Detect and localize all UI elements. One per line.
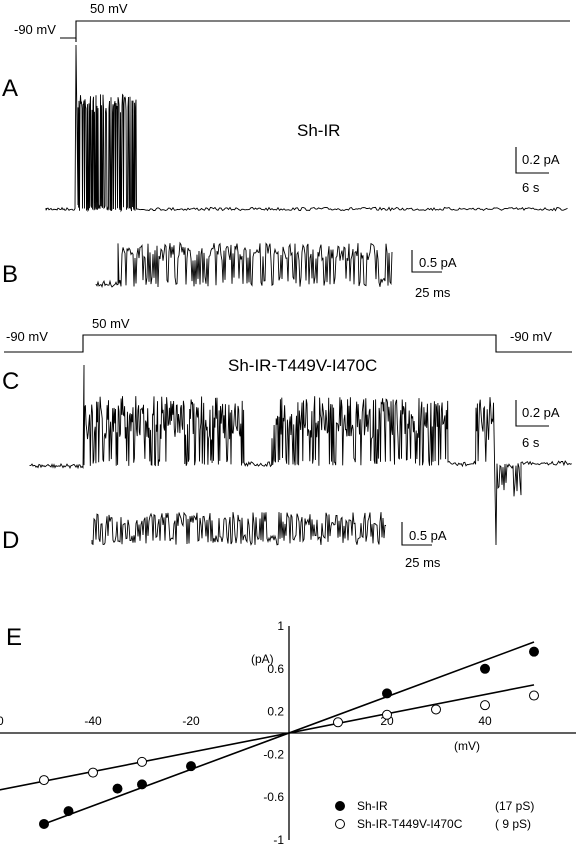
- iv-point-open: [88, 767, 98, 778]
- iv-point-open: [137, 756, 147, 767]
- panel-a-label: A: [2, 75, 18, 102]
- iv-point-filled: [529, 646, 539, 657]
- panel-c-test-voltage: 50 mV: [92, 316, 130, 331]
- legend-conductance-sh-ir-mutant: ( 9 pS): [495, 817, 531, 831]
- legend-label-sh-ir: Sh-IR: [357, 799, 388, 813]
- iv-chart: -60-40-2020406010.60.2-0.2-0.6-1: [0, 619, 576, 847]
- panel-d: D 0.5 pA 25 ms: [2, 511, 447, 570]
- panel-b-scale-bar: 0.5 pA 25 ms: [411, 250, 457, 300]
- panel-c-label: C: [2, 368, 19, 395]
- iv-y-tick-label: 0.2: [267, 705, 284, 719]
- iv-y-tick-label: 0.6: [267, 662, 284, 676]
- panel-b-scale-time: 25 ms: [415, 285, 451, 300]
- panel-a-scale-current: 0.2 pA: [522, 152, 560, 167]
- panel-a-voltage-protocol: [60, 20, 570, 39]
- iv-point-open: [39, 775, 49, 786]
- iv-point-filled: [382, 688, 392, 699]
- panel-e-label: E: [6, 624, 22, 651]
- iv-point-open: [529, 690, 539, 701]
- panel-b-current-trace: [95, 241, 393, 289]
- iv-y-axis-label: (pA): [251, 652, 274, 666]
- iv-point-open: [382, 709, 392, 720]
- panel-c-return-voltage: -90 mV: [510, 329, 552, 344]
- iv-point-filled: [112, 783, 123, 794]
- panel-a: A -90 mV 50 mV Sh-IR 0.2 pA 6 s: [2, 1, 570, 213]
- iv-point-open: [333, 717, 343, 728]
- legend-label-sh-ir-mutant: Sh-IR-T449V-I470C: [357, 817, 463, 831]
- panel-c-voltage-protocol: [4, 334, 572, 353]
- iv-point-filled: [39, 818, 49, 829]
- panel-a-channel-name: Sh-IR: [297, 121, 340, 140]
- panel-a-scale-time: 6 s: [522, 180, 540, 195]
- iv-legend: Sh-IR (17 pS) Sh-IR-T449V-I470C ( 9 pS): [335, 799, 534, 831]
- panel-c-channel-name: Sh-IR-T449V-I470C: [228, 356, 377, 375]
- iv-fit-line-1: [0, 684, 535, 791]
- iv-point-open: [431, 704, 441, 715]
- iv-y-tick-label: -0.2: [263, 747, 284, 761]
- panel-d-label: D: [2, 527, 19, 554]
- iv-x-tick-label: 40: [478, 714, 492, 728]
- panel-c-holding-voltage: -90 mV: [6, 329, 48, 344]
- iv-x-axis-label: (mV): [454, 739, 480, 753]
- iv-x-tick-label: -20: [182, 714, 200, 728]
- iv-point-filled: [480, 663, 490, 674]
- panel-c-scale-bar: 0.2 pA 6 s: [515, 400, 560, 450]
- iv-point-filled: [137, 779, 147, 790]
- panel-c: C -90 mV 50 mV -90 mV Sh-IR-T449V-I470C …: [2, 316, 572, 546]
- panel-d-scale-bar: 0.5 pA 25 ms: [401, 522, 447, 570]
- iv-y-tick-label: -1: [273, 833, 284, 847]
- iv-y-tick-label: -0.6: [263, 790, 284, 804]
- iv-x-tick-label: -40: [84, 714, 102, 728]
- panel-a-test-voltage: 50 mV: [90, 1, 128, 16]
- panel-a-holding-voltage: -90 mV: [14, 22, 56, 37]
- panel-e: E -60-40-2020406010.60.2-0.2-0.6-1 (mV) …: [0, 619, 576, 847]
- panel-a-scale-bar: 0.2 pA 6 s: [515, 147, 560, 195]
- iv-point-open: [480, 700, 490, 711]
- iv-point-filled: [186, 761, 196, 772]
- panel-b: B 0.5 pA 25 ms: [2, 241, 457, 300]
- iv-y-tick-label: 1: [277, 619, 284, 633]
- panel-d-scale-current: 0.5 pA: [409, 528, 447, 543]
- legend-conductance-sh-ir: (17 pS): [495, 799, 534, 813]
- panel-a-current-trace: [45, 44, 568, 213]
- panel-b-scale-current: 0.5 pA: [419, 255, 457, 270]
- iv-point-filled: [63, 806, 74, 817]
- panel-d-current-trace: [91, 511, 387, 546]
- panel-d-scale-time: 25 ms: [405, 555, 441, 570]
- panel-b-label: B: [2, 261, 18, 288]
- iv-x-tick-label: -60: [0, 714, 4, 728]
- legend-marker-sh-ir: [335, 801, 345, 811]
- panel-c-scale-current: 0.2 pA: [522, 405, 560, 420]
- panel-c-scale-time: 6 s: [522, 435, 540, 450]
- panel-c-current-trace: [29, 364, 572, 546]
- legend-marker-sh-ir-mutant: [335, 819, 345, 829]
